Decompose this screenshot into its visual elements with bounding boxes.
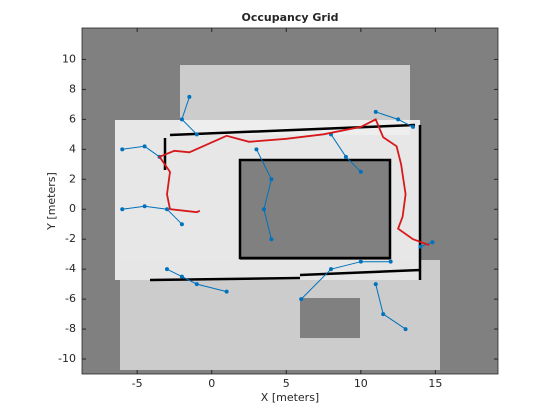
x-tick-label: 5 xyxy=(283,377,290,390)
x-tick-label: -5 xyxy=(132,377,143,390)
x-tick-label: 10 xyxy=(354,377,368,390)
y-tick-label: 8 xyxy=(69,82,76,95)
tree-node xyxy=(418,244,423,249)
tree-node xyxy=(120,147,125,152)
tree-node xyxy=(194,132,199,137)
y-tick-label: 4 xyxy=(69,142,76,155)
tree-node xyxy=(194,282,199,287)
plot-area xyxy=(120,94,435,332)
unknown-area xyxy=(300,298,360,338)
tree-node xyxy=(329,267,334,272)
tree-node xyxy=(388,259,393,264)
tree-node xyxy=(261,207,266,212)
tree-node xyxy=(179,274,184,279)
tree-node xyxy=(373,109,378,114)
y-tick-label: -2 xyxy=(65,232,76,245)
axes-box xyxy=(81,27,499,375)
tree-node xyxy=(373,282,378,287)
x-tick-label: 0 xyxy=(208,377,215,390)
x-axis-label: X [meters] xyxy=(261,391,319,404)
y-tick-label: -6 xyxy=(65,292,76,305)
x-tick-label: 15 xyxy=(428,377,442,390)
y-tick-label: -8 xyxy=(65,322,76,335)
y-tick-label: 10 xyxy=(62,52,76,65)
tree-node xyxy=(179,222,184,227)
occupancy-map xyxy=(82,28,498,374)
chart-title: Occupancy Grid xyxy=(242,11,339,24)
y-axis-label: Y [meters] xyxy=(45,172,58,231)
tree-node xyxy=(187,94,192,99)
tree-node xyxy=(411,124,416,129)
tree-node xyxy=(164,207,169,212)
tree-node xyxy=(343,154,348,159)
free-area xyxy=(120,260,440,370)
tree-node xyxy=(254,147,259,152)
tree-node xyxy=(358,169,363,174)
tree-node xyxy=(269,237,274,242)
y-tick-label: -4 xyxy=(65,262,76,275)
tree-node xyxy=(269,177,274,182)
tree-node xyxy=(358,259,363,264)
tree-node xyxy=(224,289,229,294)
y-tick-label: -10 xyxy=(58,352,76,365)
tree-node xyxy=(164,267,169,272)
y-tick-label: 6 xyxy=(69,112,76,125)
tree-node xyxy=(396,117,401,122)
series-line xyxy=(158,118,430,247)
tree-node xyxy=(299,297,304,302)
y-tick-label: 2 xyxy=(69,172,76,185)
tree-node xyxy=(120,207,125,212)
tree-node xyxy=(142,144,147,149)
tree-node xyxy=(430,240,435,245)
tree-node xyxy=(179,117,184,122)
y-tick-label: 0 xyxy=(69,202,76,215)
tree-node xyxy=(142,204,147,209)
tree-node xyxy=(403,327,408,332)
tree-node xyxy=(381,312,386,317)
